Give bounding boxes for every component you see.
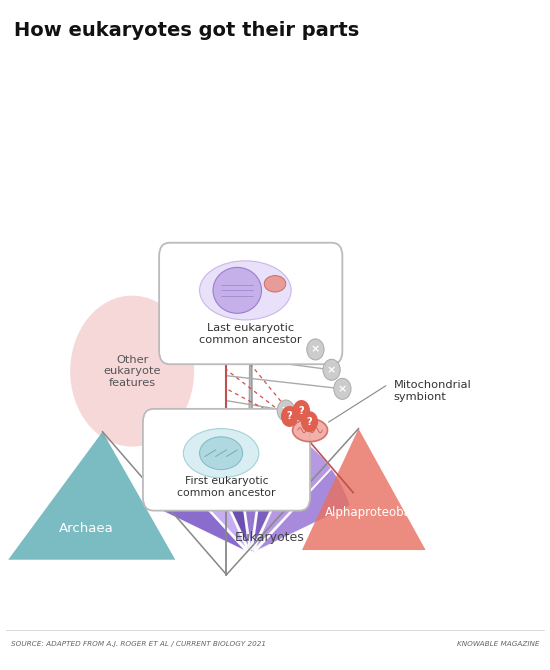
Text: ×: × (311, 344, 320, 354)
Polygon shape (252, 425, 303, 550)
Circle shape (281, 406, 298, 427)
Polygon shape (198, 425, 249, 550)
FancyBboxPatch shape (143, 409, 310, 511)
Circle shape (293, 400, 310, 421)
Text: SOURCE: ADAPTED FROM A.J. ROGER ET AL / CURRENT BIOLOGY 2021: SOURCE: ADAPTED FROM A.J. ROGER ET AL / … (11, 641, 266, 647)
Polygon shape (8, 431, 175, 559)
Circle shape (301, 411, 318, 432)
Text: ?: ? (307, 417, 312, 427)
Text: Mitochondrial
symbiont: Mitochondrial symbiont (394, 380, 471, 401)
Text: ×: × (338, 384, 347, 394)
Circle shape (277, 400, 294, 421)
Text: How eukaryotes got their parts: How eukaryotes got their parts (14, 21, 359, 40)
Polygon shape (151, 468, 247, 552)
Circle shape (307, 339, 324, 360)
Ellipse shape (213, 267, 262, 314)
Polygon shape (255, 468, 351, 552)
Ellipse shape (293, 419, 328, 442)
Text: ×: × (327, 364, 336, 375)
Ellipse shape (264, 275, 286, 292)
Ellipse shape (200, 261, 291, 320)
Text: Alphaproteobacteria: Alphaproteobacteria (325, 506, 446, 519)
Polygon shape (170, 440, 248, 551)
Text: KNOWABLE MAGAZINE: KNOWABLE MAGAZINE (456, 641, 539, 647)
Text: ×: × (281, 405, 290, 415)
FancyBboxPatch shape (159, 243, 342, 364)
Circle shape (323, 359, 340, 381)
Text: Other
eukaryote
features: Other eukaryote features (103, 354, 161, 388)
Circle shape (334, 379, 351, 399)
Ellipse shape (183, 429, 259, 478)
Text: First eukaryotic
common ancestor: First eukaryotic common ancestor (177, 476, 276, 498)
Text: Eukaryotes: Eukaryotes (235, 531, 305, 544)
Text: ?: ? (299, 405, 304, 415)
Ellipse shape (200, 437, 243, 470)
Polygon shape (254, 440, 332, 551)
Text: ?: ? (287, 411, 293, 421)
Polygon shape (233, 423, 269, 549)
Polygon shape (302, 429, 426, 550)
Text: Archaea: Archaea (59, 522, 114, 535)
Ellipse shape (70, 295, 194, 447)
Text: Last eukaryotic
common ancestor: Last eukaryotic common ancestor (200, 323, 302, 345)
